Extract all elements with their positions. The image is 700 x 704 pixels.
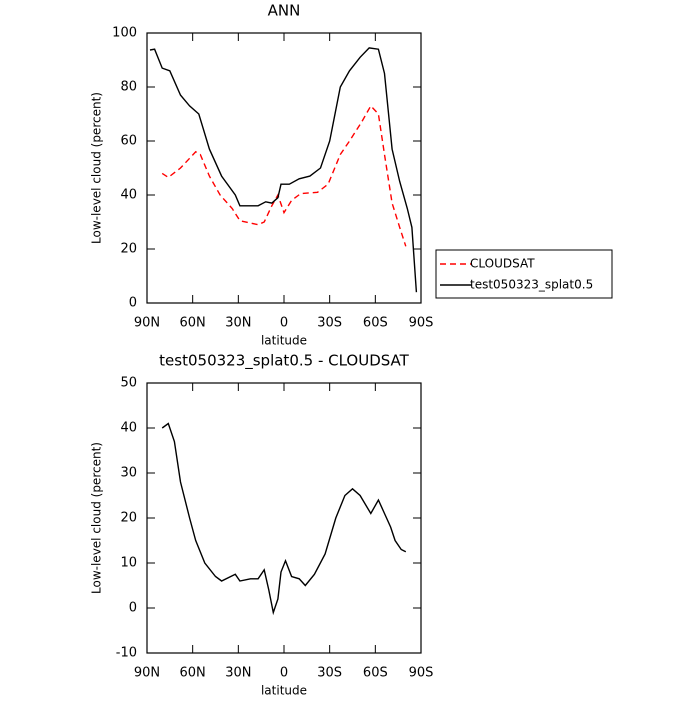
y-tick-label: 40 bbox=[120, 421, 137, 436]
y-tick-label: 0 bbox=[129, 296, 137, 311]
x-tick-label: 30S bbox=[317, 316, 342, 331]
x-tick-label: 90N bbox=[134, 316, 160, 331]
y-tick-label: 50 bbox=[120, 376, 137, 391]
y-tick-label: 10 bbox=[120, 556, 137, 571]
x-axis-label: latitude bbox=[261, 334, 307, 348]
y-axis-label: Low-level cloud (percent) bbox=[90, 442, 104, 594]
x-tick-label: 60N bbox=[180, 316, 206, 331]
series-line bbox=[161, 422, 407, 616]
x-tick-label: 90S bbox=[409, 666, 434, 681]
y-tick-label: -10 bbox=[116, 646, 137, 661]
legend-box bbox=[435, 249, 613, 299]
chart-title: test050323_splat0.5 - CLOUDSAT bbox=[159, 352, 409, 371]
series-line bbox=[161, 104, 407, 247]
series-line bbox=[149, 47, 418, 293]
y-tick-label: 100 bbox=[112, 26, 137, 41]
x-tick-label: 90N bbox=[134, 666, 160, 681]
x-tick-label: 60S bbox=[363, 666, 388, 681]
plot-frame bbox=[146, 32, 422, 304]
y-tick-label: 40 bbox=[120, 188, 137, 203]
y-axis-label: Low-level cloud (percent) bbox=[90, 92, 104, 244]
y-tick-label: 20 bbox=[120, 511, 137, 526]
x-tick-label: 30N bbox=[225, 316, 251, 331]
x-tick-label: 0 bbox=[280, 666, 288, 681]
x-tick-label: 60S bbox=[363, 316, 388, 331]
x-tick-label: 30S bbox=[317, 666, 342, 681]
x-tick-label: 0 bbox=[280, 316, 288, 331]
x-tick-label: 60N bbox=[180, 666, 206, 681]
y-tick-label: 60 bbox=[120, 134, 137, 149]
chart-title: ANN bbox=[268, 2, 301, 20]
y-tick-label: 80 bbox=[120, 80, 137, 95]
y-tick-label: 30 bbox=[120, 466, 137, 481]
y-tick-label: 20 bbox=[120, 242, 137, 257]
legend-label: test050323_splat0.5 bbox=[470, 278, 593, 292]
x-tick-label: 90S bbox=[409, 316, 434, 331]
x-tick-label: 30N bbox=[225, 666, 251, 681]
plot-frame bbox=[146, 382, 422, 654]
legend-label: CLOUDSAT bbox=[470, 257, 535, 271]
x-axis-label: latitude bbox=[261, 684, 307, 698]
y-tick-label: 0 bbox=[129, 601, 137, 616]
